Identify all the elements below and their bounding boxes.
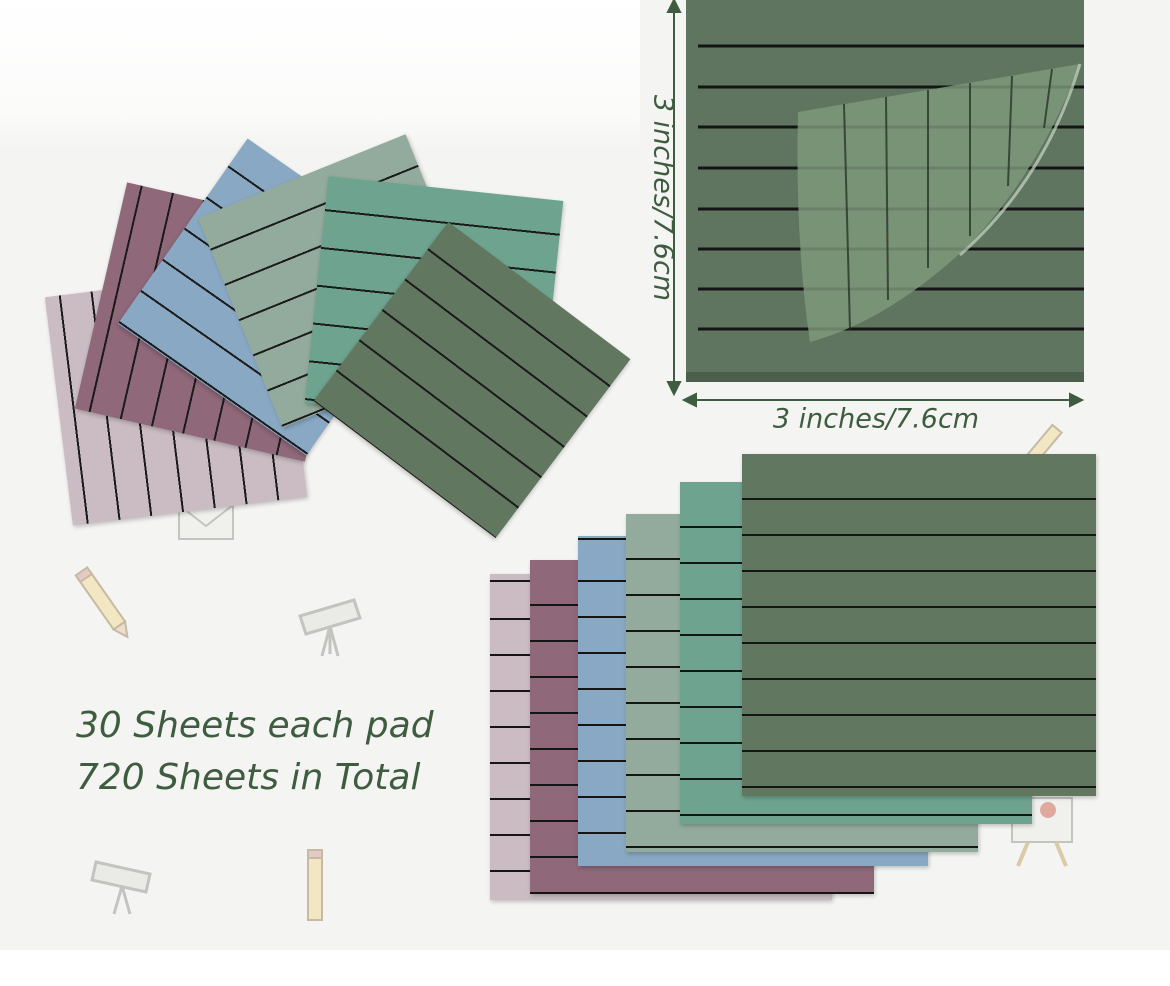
telescope-doodle-icon bbox=[298, 598, 362, 657]
caption-line-1: 30 Sheets each pad bbox=[76, 705, 434, 746]
dimension-arrows bbox=[666, 0, 1085, 408]
pencil-doodle-icon-2 bbox=[307, 849, 323, 921]
caption-line-2: 720 Sheets in Total bbox=[76, 757, 421, 798]
sheet-count-caption: 30 Sheets each pad 720 Sheets in Total bbox=[76, 700, 434, 804]
stack-pad-green bbox=[742, 454, 1096, 796]
erased-banner-area bbox=[0, 0, 640, 150]
pencil-doodle-icon bbox=[74, 566, 129, 639]
dimension-pad-illustration bbox=[666, 0, 1085, 408]
bottom-band bbox=[0, 950, 1170, 986]
height-label: 3 inches/7.6cm bbox=[647, 94, 679, 302]
telescope-doodle-icon-2 bbox=[90, 860, 152, 915]
width-label: 3 inches/7.6cm bbox=[772, 403, 980, 435]
